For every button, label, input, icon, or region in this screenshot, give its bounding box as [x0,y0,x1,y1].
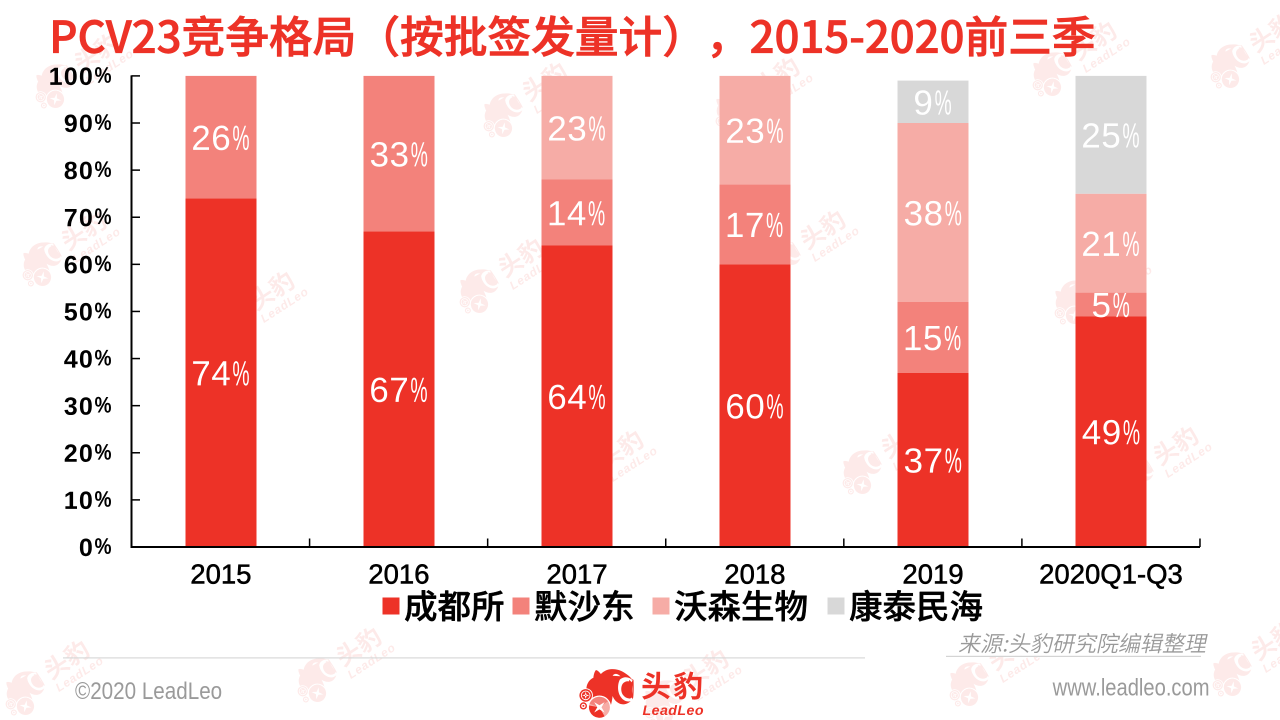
svg-text:www.leadleo.com: www.leadleo.com [1052,674,1210,701]
svg-text:©2020 LeadLeo: ©2020 LeadLeo [75,677,222,704]
svg-text:LeadLeo: LeadLeo [643,703,705,719]
